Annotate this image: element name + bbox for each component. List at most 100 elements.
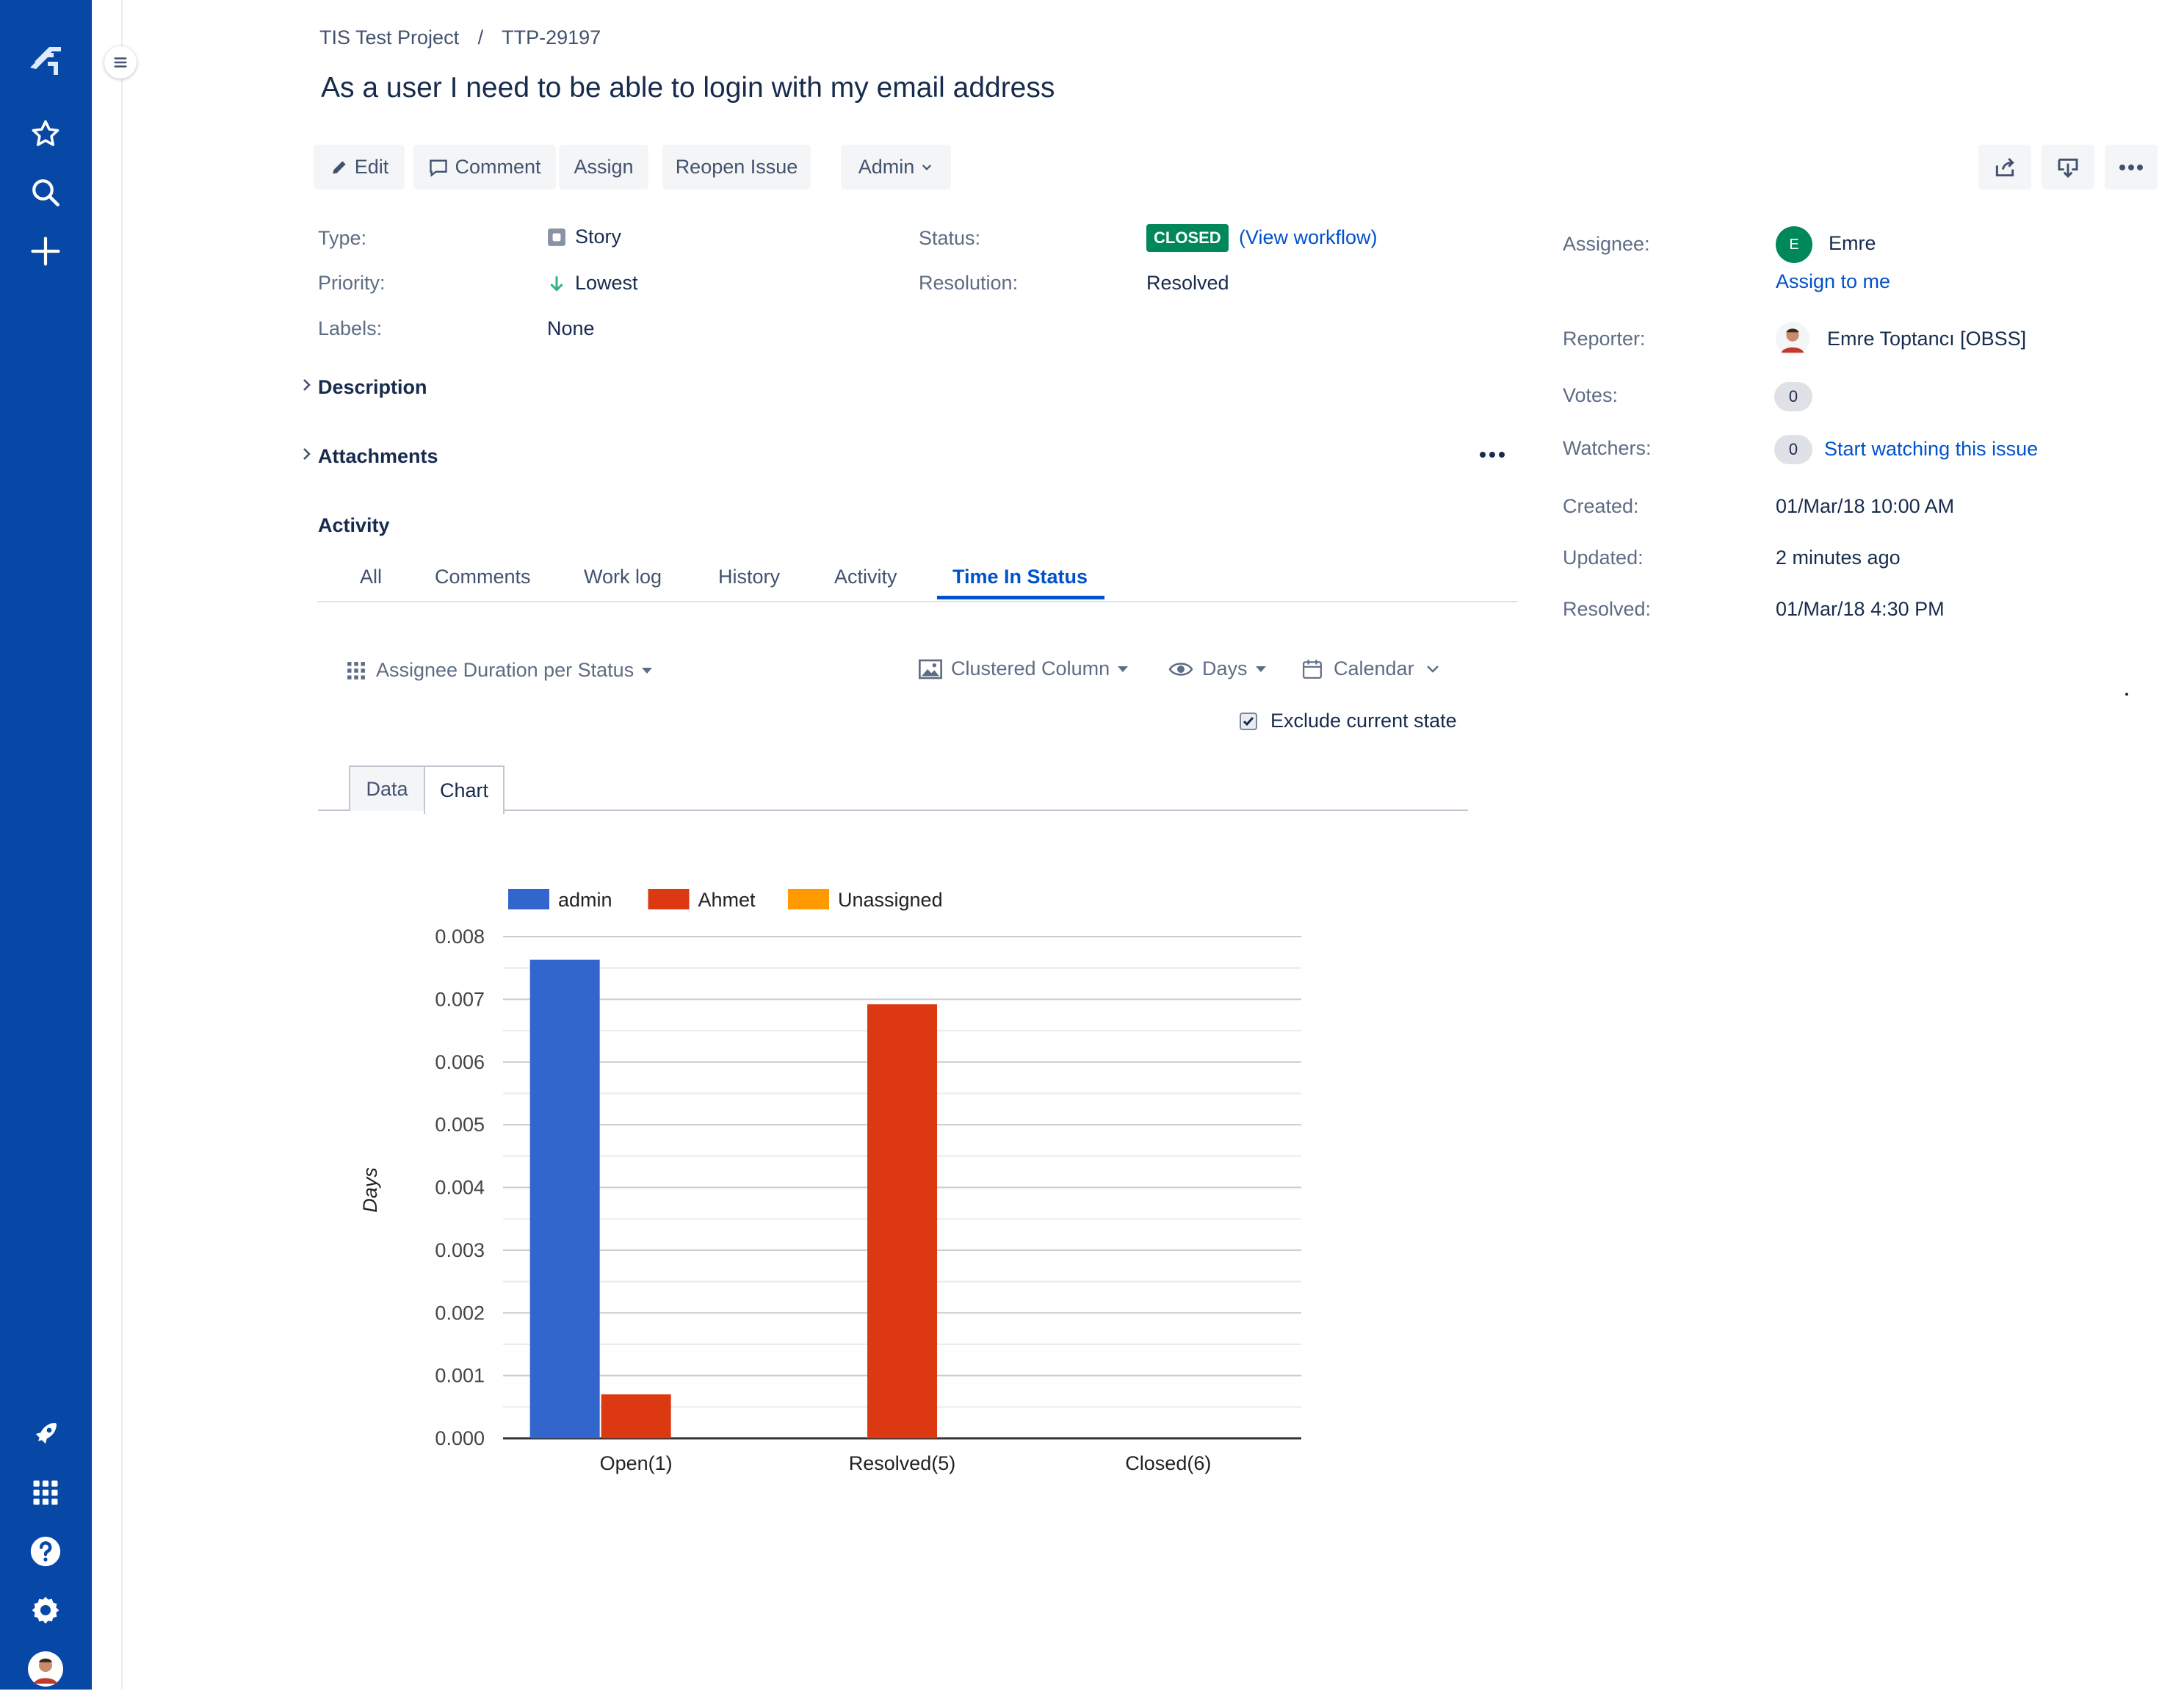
- page-dot: [2125, 693, 2128, 696]
- chart-type-label: Clustered Column: [951, 657, 1110, 679]
- tab-all[interactable]: All: [360, 566, 383, 588]
- exclude-current-state-option[interactable]: Exclude current state: [1240, 710, 1457, 732]
- reopen-issue-button[interactable]: Reopen Issue: [662, 145, 811, 190]
- admin-dropdown[interactable]: Admin: [841, 145, 951, 190]
- legend-swatch-unassigned: [788, 889, 829, 909]
- app-switcher-icon[interactable]: [23, 1471, 68, 1515]
- comment-label: Comment: [455, 156, 541, 178]
- type-label: Type:: [318, 227, 367, 249]
- comment-icon: [430, 159, 448, 177]
- y-tick-label: 0.008: [435, 926, 485, 948]
- export-button[interactable]: [2042, 145, 2094, 190]
- status-badge: CLOSED: [1146, 224, 1229, 252]
- menu-icon: [114, 57, 127, 68]
- assignee-name[interactable]: Emre: [1829, 232, 1876, 254]
- bar-ahmet-0[interactable]: [601, 1394, 671, 1438]
- y-tick-label: 0.002: [435, 1302, 485, 1324]
- pencil-icon: [333, 160, 346, 174]
- start-watching-link[interactable]: Start watching this issue: [1824, 438, 2039, 460]
- edit-label: Edit: [354, 156, 389, 178]
- star-icon[interactable]: [23, 112, 68, 156]
- issue-title[interactable]: As a user I need to be able to login wit…: [321, 72, 1055, 104]
- x-tick-label: Closed(6): [1125, 1452, 1211, 1474]
- type-text: Story: [575, 226, 622, 248]
- y-tick-label: 0.001: [435, 1365, 485, 1387]
- unit-label: Days: [1202, 657, 1248, 679]
- unit-dropdown[interactable]: Days: [1168, 657, 1267, 680]
- assign-label: Assign: [574, 156, 634, 178]
- chart-type-dropdown[interactable]: Clustered Column: [919, 657, 1129, 680]
- x-tick-label: Open(1): [600, 1452, 673, 1474]
- x-axis-ticks: Open(1) Resolved(5) Closed(6): [600, 1452, 1212, 1474]
- attachments-toggle[interactable]: [301, 447, 313, 465]
- votes-count[interactable]: 0: [1774, 382, 1812, 411]
- status-label: Status:: [919, 227, 981, 249]
- reporter-name[interactable]: Emre Toptancı [OBSS]: [1827, 328, 2027, 350]
- edit-button[interactable]: Edit: [314, 145, 405, 190]
- tab-activity[interactable]: Activity: [834, 566, 897, 588]
- caret-down-icon: [642, 667, 653, 674]
- jira-logo-icon[interactable]: [23, 38, 68, 82]
- created-value: 01/Mar/18 10:00 AM: [1776, 495, 1955, 517]
- assign-button[interactable]: Assign: [559, 145, 648, 190]
- sidebar-divider: [92, 0, 123, 1690]
- description-toggle[interactable]: [301, 378, 313, 396]
- breadcrumb: TIS Test Project / TTP-29197: [319, 26, 601, 49]
- assign-to-me-link[interactable]: Assign to me: [1776, 270, 1891, 292]
- view-tabs-baseline: [318, 810, 1468, 811]
- description-heading[interactable]: Description: [318, 376, 427, 398]
- checkbox-checked-icon[interactable]: [1240, 712, 1257, 730]
- bar-ahmet-1[interactable]: [867, 1004, 937, 1438]
- breadcrumb-project[interactable]: TIS Test Project: [319, 26, 460, 48]
- chevron-down-icon: [1426, 665, 1439, 673]
- view-workflow-link[interactable]: (View workflow): [1239, 226, 1378, 248]
- tab-history[interactable]: History: [718, 566, 781, 588]
- votes-label: Votes:: [1563, 384, 1619, 406]
- reporter-label: Reporter:: [1563, 328, 1646, 350]
- y-tick-label: 0.006: [435, 1051, 485, 1073]
- updated-label: Updated:: [1563, 547, 1644, 569]
- avatar[interactable]: [23, 1647, 68, 1691]
- bar-admin-0[interactable]: [529, 959, 600, 1438]
- admin-label: Admin: [858, 156, 915, 178]
- calendar-icon: [1303, 659, 1322, 679]
- attachments-more-button[interactable]: [1479, 449, 1505, 462]
- report-type-label: Assignee Duration per Status: [376, 659, 634, 681]
- tab-chart[interactable]: Chart: [424, 765, 505, 814]
- create-icon[interactable]: [23, 229, 68, 273]
- breadcrumb-issue-key[interactable]: TTP-29197: [502, 26, 601, 48]
- updated-value: 2 minutes ago: [1776, 547, 1901, 569]
- calendar-dropdown[interactable]: Calendar: [1303, 657, 1439, 680]
- tab-work-log[interactable]: Work log: [584, 566, 662, 588]
- y-tick-label: 0.007: [435, 988, 485, 1010]
- sidebar-toggle-button[interactable]: [104, 46, 137, 79]
- share-icon: [1995, 157, 2014, 176]
- comment-button[interactable]: Comment: [413, 145, 556, 190]
- share-button[interactable]: [1978, 145, 2031, 190]
- exclude-current-state-label: Exclude current state: [1270, 710, 1457, 732]
- report-type-dropdown[interactable]: Assignee Duration per Status: [347, 659, 653, 682]
- story-icon: [548, 228, 565, 246]
- attachments-heading[interactable]: Attachments: [318, 445, 438, 467]
- tab-comments[interactable]: Comments: [435, 566, 531, 588]
- priority-value: Lowest: [547, 272, 638, 295]
- clustered-column-chart: admin Ahmet Unassigned 0.0000.0010.0020.00…: [359, 889, 1301, 1474]
- grid-icon: [347, 661, 365, 679]
- tab-data[interactable]: Data: [349, 765, 425, 811]
- labels-label: Labels:: [318, 317, 383, 339]
- y-tick-label: 0.005: [435, 1114, 485, 1136]
- more-icon: [2119, 164, 2143, 170]
- assignee-avatar: E: [1776, 226, 1812, 263]
- image-icon: [919, 659, 942, 679]
- watchers-count[interactable]: 0: [1774, 435, 1812, 464]
- more-actions-button[interactable]: [2105, 145, 2158, 190]
- settings-icon[interactable]: [23, 1588, 68, 1632]
- tab-time-in-status[interactable]: Time In Status: [952, 566, 1088, 588]
- search-icon[interactable]: [23, 170, 68, 214]
- chart-legend: admin Ahmet Unassigned: [508, 889, 943, 911]
- rocket-icon[interactable]: [23, 1412, 68, 1456]
- activity-heading: Activity: [318, 514, 390, 536]
- help-icon[interactable]: [23, 1529, 68, 1573]
- global-sidebar: [0, 0, 92, 1690]
- legend-label-ahmet: Ahmet: [698, 889, 756, 911]
